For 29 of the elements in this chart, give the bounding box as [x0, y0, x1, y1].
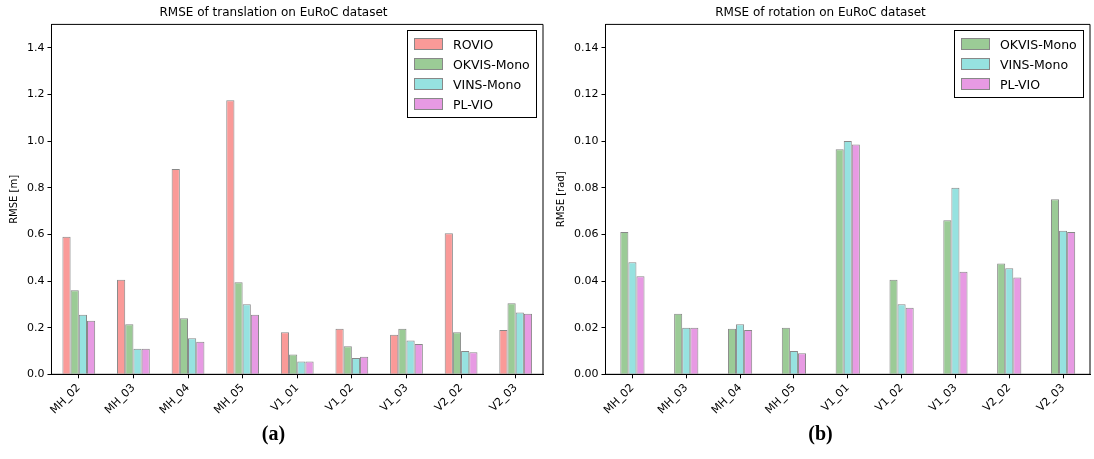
- y-tick-label: 0.14: [573, 40, 599, 54]
- y-axis-title: RMSE [rad]: [554, 171, 566, 228]
- chart-title: RMSE of rotation on EuRoC dataset: [715, 5, 927, 20]
- text: (a): [260, 422, 287, 445]
- y-tick-label: 0.2: [26, 320, 45, 334]
- y-tick-label: 1.4: [26, 40, 45, 54]
- y-tick-label: 0.08: [573, 180, 599, 194]
- legend-label: PL-VIO: [1000, 76, 1041, 92]
- legend-label: PL-VIO: [453, 96, 494, 112]
- legend-label: ROVIO: [453, 36, 494, 52]
- y-tick-label: 0.4: [26, 273, 45, 287]
- chart-title: RMSE of translation on EuRoC dataset: [159, 5, 388, 20]
- y-tick-label: 0.00: [573, 367, 599, 381]
- y-tick-label: 0.02: [573, 320, 599, 334]
- text: (b): [807, 422, 834, 445]
- legend-label: OKVIS-Mono: [453, 56, 530, 72]
- legend-label: OKVIS-Mono: [1000, 36, 1077, 52]
- y-tick-label: 1.0: [26, 133, 45, 147]
- legend-label: VINS-Mono: [1000, 56, 1069, 72]
- y-tick-label: 0.0: [26, 367, 45, 381]
- y-tick-label: 0.10: [573, 133, 599, 147]
- legend-label: VINS-Mono: [453, 76, 522, 92]
- y-tick-label: 0.6: [26, 227, 45, 241]
- y-tick-label: 0.8: [26, 180, 45, 194]
- y-tick-label: 0.12: [573, 87, 599, 101]
- y-tick-label: 0.06: [573, 227, 599, 241]
- y-tick-label: 1.2: [26, 87, 45, 101]
- y-axis-title: RMSE [m]: [7, 174, 19, 224]
- y-tick-label: 0.04: [573, 273, 599, 287]
